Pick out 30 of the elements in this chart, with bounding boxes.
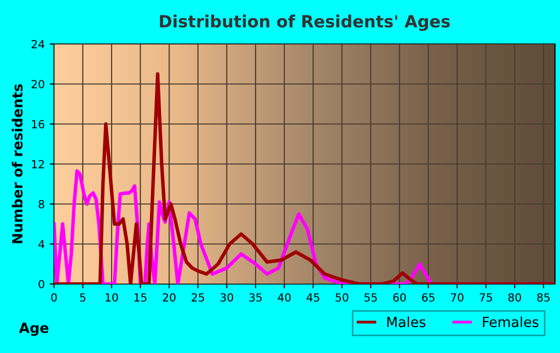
y-tick-label: 0 [38, 280, 44, 288]
y-tick-label: 24 [32, 40, 44, 48]
x-tick-label: 45 [306, 293, 320, 302]
x-axis-title: Age [18, 322, 48, 336]
x-tick-label: 25 [192, 293, 204, 302]
x-tick-label: 80 [508, 293, 522, 302]
y-axis-title: Number of residents [12, 84, 23, 244]
x-tick-label: 85 [537, 293, 550, 302]
x-tick-label: 55 [364, 293, 377, 302]
x-tick-label: 40 [278, 293, 291, 302]
y-tick-label: 16 [32, 120, 44, 128]
x-tick-label: 5 [80, 293, 86, 302]
y-tick-label: 20 [32, 80, 44, 88]
x-tick-label: 10 [106, 293, 118, 302]
legend-label: Females [483, 316, 538, 328]
y-tick-label: 12 [32, 160, 44, 168]
chart-title: Distribution of Residents' Ages [160, 14, 450, 31]
legend-label: Males [387, 316, 426, 328]
x-tick-label: 75 [480, 293, 492, 302]
x-tick-label: 65 [422, 293, 434, 302]
x-tick-label: 15 [134, 293, 146, 302]
y-tick-label: 8 [38, 200, 44, 208]
x-tick-label: 70 [450, 293, 464, 302]
x-tick-label: 60 [393, 293, 406, 302]
x-tick-label: 30 [220, 293, 234, 302]
x-tick-label: 50 [336, 293, 348, 302]
x-tick-label: 20 [162, 293, 176, 302]
y-tick-label: 4 [38, 240, 44, 248]
x-tick-label: 0 [51, 293, 57, 302]
x-tick-label: 35 [249, 293, 262, 302]
